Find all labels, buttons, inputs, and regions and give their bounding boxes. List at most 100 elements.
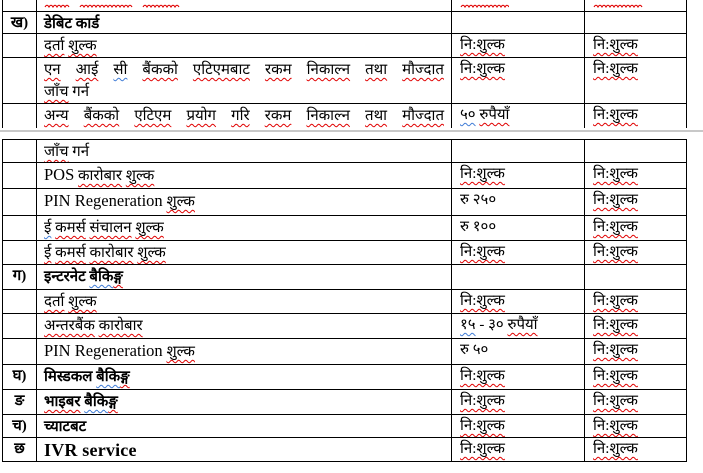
fee-column-1-cell [452,265,585,289]
serial-cell [3,140,37,162]
table-row: अन्तरबैंक कारोबार १५ - ३० रुपैयाँ नि:शुल्क [3,314,687,339]
text-word: रुपैयाँ [507,317,538,333]
table-row: एन आई सी बैंकको एटिएमबाट रकम निकाल्न तथा मौज्दात… [3,58,687,104]
cell-text-line: नि:शुल्क [593,366,682,386]
cell-text-line: दर्ता शुल्क [44,291,447,313]
fee-column-1-cell [452,140,585,162]
text-word: नि:शुल्क [593,368,638,384]
text-word: नि:शुल्क [460,441,505,457]
spellcheck-squiggle [44,4,70,9]
description-cell: मिस्डकल बैकिङ्ग [37,365,452,389]
text-word: गरि [231,108,250,124]
cell-text-line: नि:शुल्क [460,291,580,311]
text-word: नि:शुल्क [593,317,638,333]
fee-column-1-cell: नि:शुल्क [452,58,585,103]
text-word: कारोबार [78,168,123,184]
cell-text-line: नि:शुल्क [593,242,682,262]
serial-cell [3,314,37,338]
cell-text-line: नि:शुल्क [460,416,580,436]
cell-text-line: नि:शुल्क [593,105,682,125]
text-word: रुपैयाँ [479,107,510,123]
table-row: ङ भाइबर बैकिङ्ग नि:शुल्क नि:शुल्क [3,390,687,415]
fee-column-2-cell: नि:शुल्क [585,438,687,461]
text-word: प्रयोग [186,108,217,124]
text-word: नि:शुल्क [460,61,505,77]
text-word: रकम [264,62,292,78]
text-word: ५० [460,107,476,123]
text-word: PIN Regeneration [44,191,163,210]
description-cell: POS कारोबार शुल्क [37,163,452,188]
serial-cell [3,290,37,313]
cell-text-line: भाइबर बैकिङ्ग [44,391,447,413]
fee-column-1-cell [452,12,585,33]
serial-label: ख) [10,15,29,31]
text-word: २५० [472,192,497,208]
cell-text-line: IVR service [44,439,447,461]
text-word: नि:शुल्क [460,393,505,409]
serial-label: ङ [14,393,25,409]
fee-column-2-cell: नि:शुल्क [585,365,687,389]
description-cell: ई कमर्स संचालन शुल्क [37,216,452,240]
description-cell: डेबिट कार्ड [37,12,452,33]
text-word: दर्ता [44,38,65,54]
cell-text-line: नि:शुल्क [460,366,580,386]
text-word: IVR service [44,440,137,460]
description-cell: PIN Regeneration शुल्क [37,339,452,364]
serial-cell [3,34,37,57]
table-row: छ IVR service नि:शुल्क नि:शुल्क [3,438,687,462]
fee-column-2-cell: नि:शुल्क [585,415,687,437]
text-word: १०० [472,219,497,235]
fee-column-2-cell: नि:शुल्क [585,290,687,313]
spellcheck-squiggle [142,4,180,9]
text-word: एन [44,62,61,78]
text-word: कारोबार [98,318,143,334]
text-word: मौज्दात [402,62,444,78]
cell-text-line: जाँच गर्न [44,141,447,162]
fee-column-1-cell: १५ - ३० रुपैयाँ [452,314,585,338]
text-word: निकाल्न [306,62,351,78]
description-cell: अन्य बैंकको एटिएम प्रयोग गरि रकम निकाल्न तथा मौज… [37,104,452,128]
description-cell: अन्तरबैंक कारोबार [37,314,452,338]
description-cell: एन आई सी बैंकको एटिएमबाट रकम निकाल्न तथा मौज्दात… [37,58,452,103]
text-word: PIN Regeneration [44,341,163,360]
fee-column-2-cell [585,12,687,33]
cell-text-line: नि:शुल्क [460,164,580,184]
fee-column-2-cell [585,0,687,11]
text-word: नि:शुल्क [593,192,638,208]
cell-text-line-justified: अन्य बैंकको एटिएम प्रयोग गरि रकम निकाल्न तथा मौज… [44,105,447,127]
fee-column-1-cell [452,0,585,11]
text-word: मिस्डकल [44,369,93,385]
serial-label: घ) [12,368,27,384]
cell-text-line: नि:शुल्क [593,291,682,311]
serial-cell [3,216,37,240]
cell-text-line: नि:शुल्क [460,439,580,459]
table-row: जाँच गर्न [3,140,687,163]
text-word: रु [460,342,469,358]
cell-text-line: ५० रुपैयाँ [460,105,580,125]
serial-cell [3,189,37,215]
fee-column-2-cell [585,265,687,289]
description-cell: ई कमर्स कारोबार शुल्क [37,241,452,264]
cell-text-line: नि:शुल्क [593,416,682,436]
text-word: इन्टरनेट [44,269,86,285]
text-word: भाइबर [44,394,81,410]
fee-column-1-cell: नि:शुल्क [452,365,585,389]
fee-column-2-cell: नि:शुल्क [585,104,687,128]
text-word: नि:शुल्क [593,418,638,434]
text-word: नि:शुल्क [593,244,638,260]
fee-column-2-cell: नि:शुल्क [585,58,687,103]
fee-column-1-cell: ५० रुपैयाँ [452,104,585,128]
text-word: जाँच [44,84,69,100]
text-word: नि:शुल्क [593,393,638,409]
text-word-part: ङ्ग [108,394,118,410]
cell-text-line: नि:शुल्क [460,35,580,55]
description-cell: च्याटबट [37,415,452,437]
text-word: नि:शुल्क [593,342,638,358]
serial-cell [3,339,37,364]
text-word: तथा [365,108,388,124]
serial-label: च) [12,418,27,434]
description-cell: इन्टरनेट बैकिङ्ग [37,265,452,289]
serial-label: छ [14,441,25,457]
text-word: ई [44,220,52,236]
